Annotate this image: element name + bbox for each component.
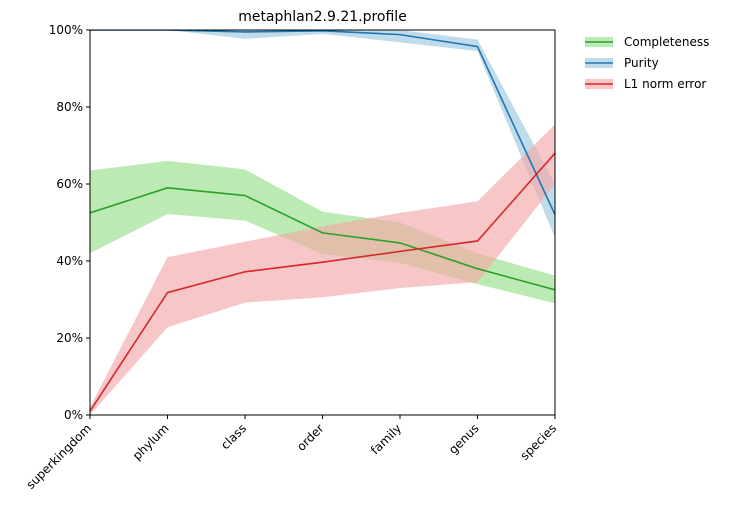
y-tick-label: 40% [56,254,83,268]
y-tick-label: 0% [64,408,83,422]
y-tick-label: 100% [49,23,83,37]
x-axis: superkingdom phylum class order family genus s… [23,415,559,492]
series-lines [90,30,555,412]
y-axis: 0% 20% 40% 60% 80% 100% [49,23,90,422]
legend-label-completeness: Completeness [624,35,709,49]
chart-title: metaphlan2.9.21.profile [238,9,407,25]
x-tick-label: genus [446,421,482,457]
y-tick-label: 80% [56,100,83,114]
legend-label-l1-norm-error: L1 norm error [624,77,706,91]
x-tick-label: family [368,421,404,457]
x-tick-label: class [218,421,249,452]
legend: Completeness Purity L1 norm error [585,35,709,91]
x-tick-label: species [518,421,560,463]
x-tick-label: order [294,421,327,454]
x-tick-label: phylum [130,421,172,463]
band-l1-norm-error [90,124,555,415]
y-tick-label: 20% [56,331,83,345]
y-tick-label: 60% [56,177,83,191]
x-tick-label: superkingdom [23,421,94,492]
legend-label-purity: Purity [624,56,659,70]
confidence-bands [90,30,555,415]
